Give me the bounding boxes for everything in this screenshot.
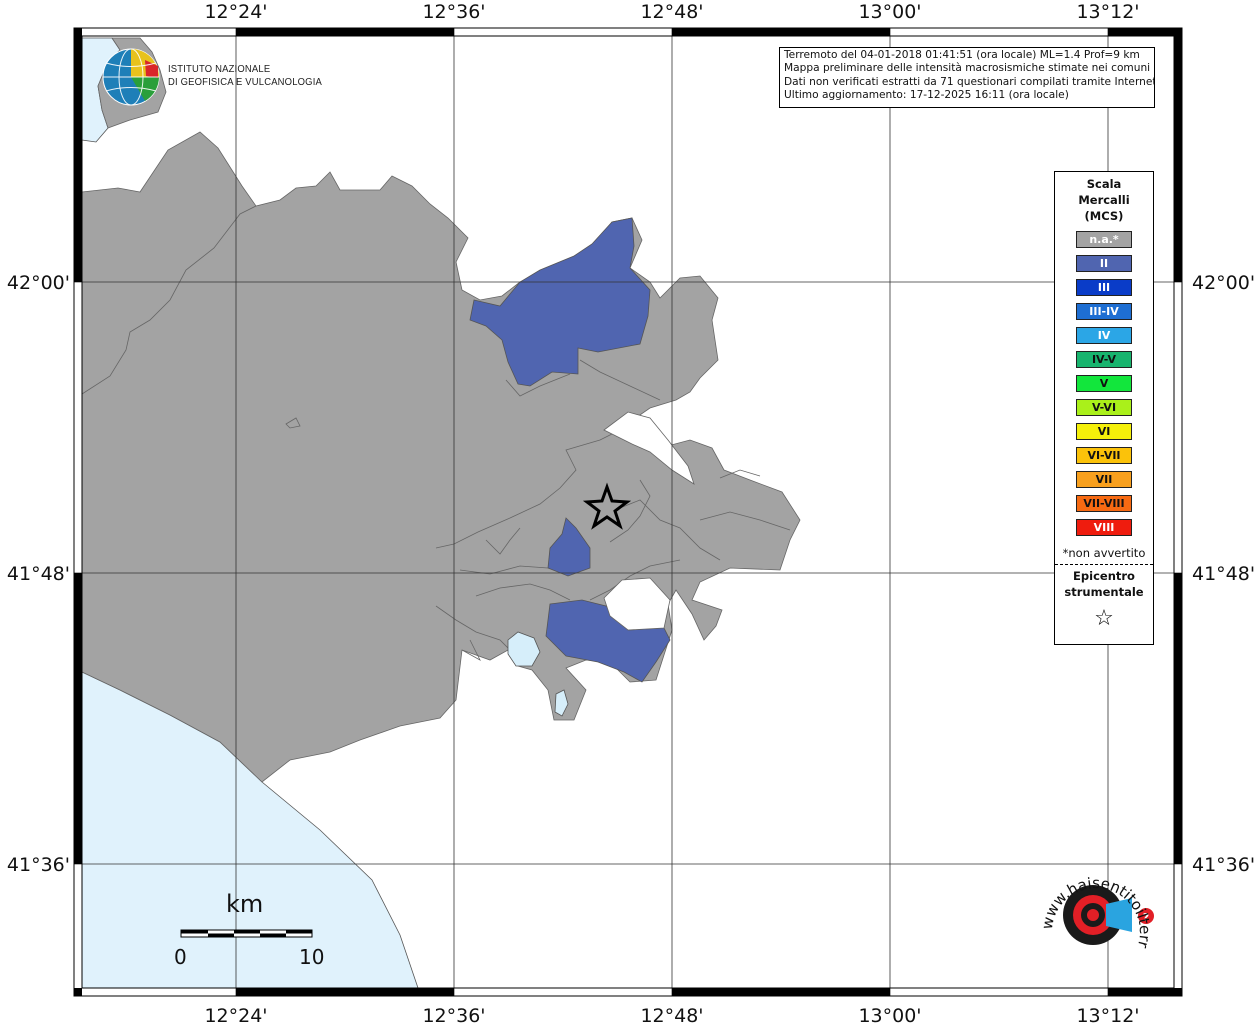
lat-label: 41°36' — [7, 854, 70, 876]
lat-label: 41°36' — [1192, 854, 1255, 876]
legend-swatch: II — [1076, 255, 1132, 272]
legend-epicenter-label: Epicentro strumentale — [1055, 568, 1153, 600]
event-info-box: Terremoto del 04-01-2018 01:41:51 (ora l… — [779, 47, 1155, 108]
region-intensity-ii-center — [547, 517, 591, 577]
lat-label: 41°48' — [7, 563, 70, 585]
latitude-labels-left: 42°00' 41°48' 41°36' — [7, 272, 70, 876]
lon-label: 13°00' — [858, 1005, 921, 1024]
scale-bar — [180, 929, 313, 938]
lon-label: 12°36' — [422, 1005, 485, 1024]
legend-swatch: III-IV — [1076, 303, 1132, 320]
legend-swatch: n.a.* — [1076, 231, 1132, 248]
legend-swatch: IV — [1076, 327, 1132, 344]
unmapped-area — [603, 411, 695, 485]
legend-title-line: (MCS) — [1084, 209, 1124, 223]
ingv-logo-icon — [102, 48, 160, 106]
legend-star-icon: ☆ — [1094, 606, 1114, 631]
lat-label: 42°00' — [7, 272, 70, 294]
legend-swatch: VII — [1076, 471, 1132, 488]
legend-title-line: Mercalli — [1078, 193, 1130, 207]
epicenter-star-icon — [582, 482, 632, 530]
legend-swatch: V-VI — [1076, 399, 1132, 416]
legend-swatch: VI-VII — [1076, 447, 1132, 464]
lat-label: 42°00' — [1192, 272, 1255, 294]
legend-note: *non avvertito — [1062, 546, 1146, 560]
institute-name-line2: DI GEOFISICA E VULCANOLOGIA — [168, 76, 322, 88]
lon-label: 12°24' — [204, 1005, 267, 1024]
lake-albano — [507, 631, 541, 667]
lon-label: 12°48' — [640, 1005, 703, 1024]
region-intensity-ii-north — [469, 217, 651, 387]
info-line: Mappa preliminare delle intensità macros… — [784, 62, 1151, 75]
legend-swatch: III — [1076, 279, 1132, 296]
lon-label: 12°36' — [422, 1, 485, 23]
longitude-labels-bottom: 12°24' 12°36' 12°48' 13°00' 13°12' — [204, 1005, 1139, 1024]
municipal-boundaries — [81, 205, 791, 661]
latitude-labels-right: 42°00' 41°48' 41°36' — [1192, 272, 1255, 876]
longitude-labels-top: 12°24' 12°36' 12°48' 13°00' 13°12' — [204, 1, 1139, 23]
legend-items: n.a.* II III III-IV IV IV-V V V-VI VI VI-VII VII VI… — [1055, 231, 1153, 536]
legend-swatch: VIII — [1076, 519, 1132, 536]
mcs-legend: Scala Mercalli (MCS) n.a.* II III III-IV IV I… — [1054, 171, 1154, 645]
info-line: Ultimo aggiornamento: 17-12-2025 16:11 (… — [784, 88, 1069, 101]
legend-divider — [1055, 564, 1153, 565]
legend-swatch: VII-VIII — [1076, 495, 1132, 512]
lon-label: 13°12' — [1076, 1, 1139, 23]
legend-swatch: VI — [1076, 423, 1132, 440]
info-line: Terremoto del 04-01-2018 01:41:51 (ora l… — [784, 49, 1140, 61]
legend-epicenter-line: Epicentro — [1073, 569, 1135, 583]
legend-swatch: IV-V — [1076, 351, 1132, 368]
institute-name: ISTITUTO NAZIONALE DI GEOFISICA E VULCAN… — [168, 63, 322, 89]
svg-text:?: ? — [1143, 911, 1149, 924]
map-frame — [73, 27, 1183, 997]
scale-end-label: 10 — [299, 945, 325, 969]
legend-epicenter-line: strumentale — [1064, 585, 1144, 599]
legend-title-line: Scala — [1086, 177, 1122, 191]
scale-start-label: 0 — [174, 945, 187, 969]
unmapped-area-south — [603, 577, 671, 631]
region-intensity-ii-south — [545, 599, 671, 683]
lon-label: 13°12' — [1076, 1005, 1139, 1024]
legend-swatch: V — [1076, 375, 1132, 392]
region-not-felt — [81, 131, 801, 783]
lat-label: 41°48' — [1192, 563, 1255, 585]
info-line: Dati non verificati estratti da 71 quest… — [784, 75, 1155, 88]
lon-label: 13°00' — [858, 1, 921, 23]
institute-name-line1: ISTITUTO NAZIONALE — [168, 63, 271, 75]
lake-nemi — [554, 689, 569, 717]
lon-label: 12°24' — [204, 1, 267, 23]
lon-label: 12°48' — [640, 1, 703, 23]
scale-unit-label: km — [226, 890, 264, 918]
legend-title: Scala Mercalli (MCS) — [1055, 176, 1153, 224]
